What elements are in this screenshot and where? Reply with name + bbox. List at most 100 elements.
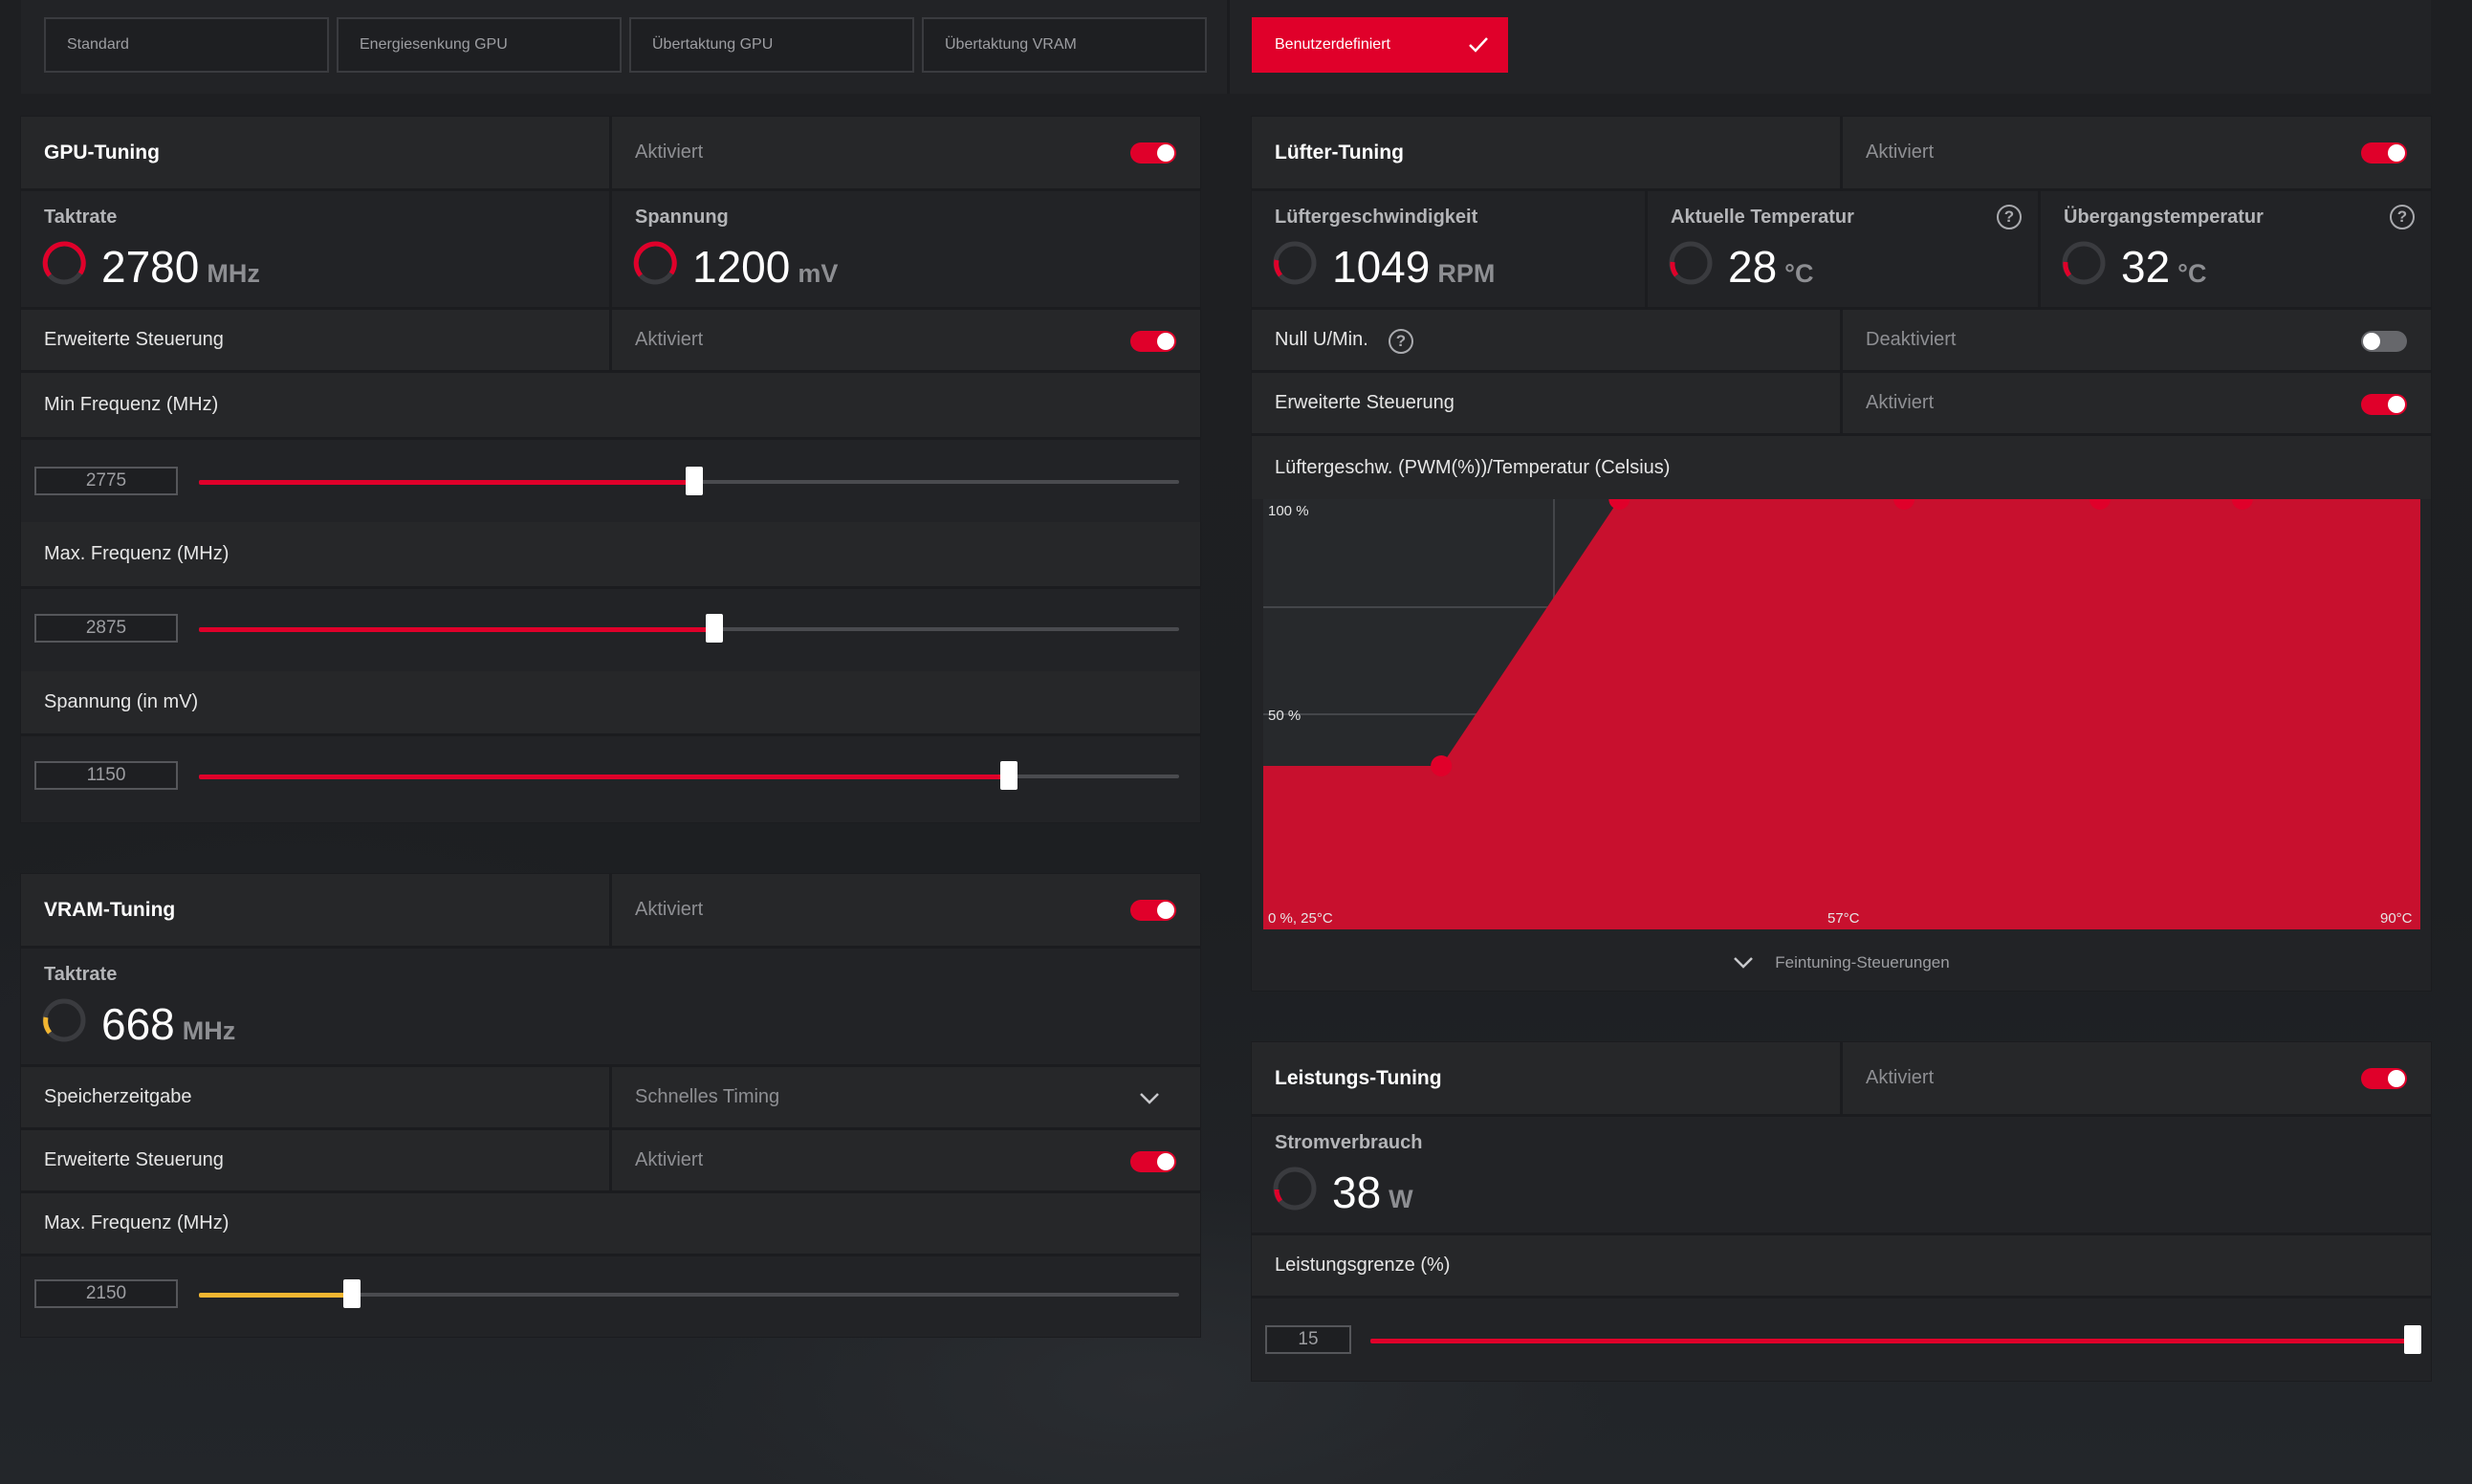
- preset-overclock-gpu[interactable]: Übertaktung GPU: [629, 17, 914, 73]
- vram-tuning-title: VRAM-Tuning: [44, 898, 176, 921]
- curve-point-1[interactable]: [1608, 499, 1630, 510]
- curve-point-3[interactable]: [2089, 499, 2111, 510]
- vram-clock-value: 668 MHz: [101, 999, 236, 1049]
- power-tuning-title: Leistungs-Tuning: [1275, 1066, 1442, 1089]
- fan-tuning-status: Aktiviert: [1840, 117, 2431, 188]
- gpu-voltage-value: 1200 mV: [692, 242, 839, 292]
- power-limit-label: Leistungsgrenze (%): [1275, 1255, 1451, 1276]
- gpu-advanced-toggle[interactable]: [1130, 331, 1176, 352]
- fan-temp-label: Aktuelle Temperatur: [1671, 207, 1854, 228]
- power-tuning-panel: Leistungs-Tuning Aktiviert Stromverbrauc…: [1252, 1042, 2431, 1381]
- gpu-max-freq-label-row: Max. Frequenz (MHz): [21, 522, 1200, 589]
- vram-tuning-status: Aktiviert: [609, 874, 1200, 946]
- gpu-tuning-panel: GPU-Tuning Aktiviert Taktrate 2780 MHz Sp…: [21, 117, 1200, 822]
- fan-zero-rpm-row: Null U/Min. ? Deaktiviert: [1252, 310, 2431, 373]
- power-consumption-value: 38 W: [1332, 1168, 1413, 1217]
- gpu-max-freq-label: Max. Frequenz (MHz): [44, 543, 230, 564]
- fan-curve-title: Lüftergeschw. (PWM(%))/Temperatur (Celsi…: [1275, 456, 1671, 478]
- vram-max-freq-track[interactable]: [199, 1293, 1179, 1297]
- gpu-voltage-label: Spannung: [635, 207, 729, 228]
- gpu-voltage-slider-row: 1150: [21, 736, 1200, 822]
- fan-zero-rpm-label: Null U/Min.: [1275, 329, 1368, 350]
- fan-junction-cell: Übergangstemperatur ? 32 °C: [2038, 191, 2431, 307]
- vram-max-freq-input[interactable]: 2150: [34, 1279, 178, 1308]
- preset-overclock-vram[interactable]: Übertaktung VRAM: [922, 17, 1207, 73]
- gpu-tuning-toggle[interactable]: [1130, 142, 1176, 164]
- power-gauge-icon: [1273, 1167, 1317, 1211]
- preset-power-saving-gpu[interactable]: Energiesenkung GPU: [337, 17, 622, 73]
- gpu-advanced-label: Erweiterte Steuerung: [44, 329, 224, 350]
- gpu-voltage-gauge-icon: [633, 241, 677, 285]
- fan-curve-title-row: Lüftergeschw. (PWM(%))/Temperatur (Celsi…: [1252, 436, 2431, 499]
- vram-max-freq-thumb[interactable]: [342, 1279, 361, 1308]
- vram-max-freq-fill: [199, 1293, 352, 1298]
- fan-zero-rpm-status: Deaktiviert: [1840, 310, 2431, 370]
- fan-tuning-title: Lüfter-Tuning: [1275, 141, 1404, 164]
- gpu-min-freq-fill: [199, 480, 694, 485]
- fan-curve-area: [1263, 499, 2420, 929]
- vram-tuning-toggle[interactable]: [1130, 900, 1176, 921]
- checkmark-icon: [1469, 37, 1488, 53]
- fan-zero-rpm-toggle[interactable]: [2361, 331, 2407, 352]
- vram-tuning-header: VRAM-Tuning Aktiviert: [21, 874, 1200, 949]
- vram-advanced-status: Aktiviert: [609, 1130, 1200, 1190]
- preset-standard[interactable]: Standard: [44, 17, 329, 73]
- fine-tuning-toggle[interactable]: Feintuning-Steuerungen: [1252, 935, 2431, 991]
- gpu-max-freq-thumb[interactable]: [706, 614, 724, 643]
- gpu-min-freq-input[interactable]: 2775: [34, 467, 178, 495]
- fan-tuning-toggle[interactable]: [2361, 142, 2407, 164]
- fan-advanced-status: Aktiviert: [1840, 373, 2431, 433]
- vram-timing-select[interactable]: Schnelles Timing: [609, 1067, 1200, 1127]
- fan-junction-label: Übergangstemperatur: [2064, 207, 2264, 228]
- preset-custom-button[interactable]: Benutzerdefiniert: [1252, 17, 1508, 73]
- chevron-down-icon: [1734, 957, 1754, 969]
- vram-metrics-row: Taktrate 668 MHz: [21, 949, 1200, 1067]
- vram-clock-label: Taktrate: [44, 964, 118, 985]
- help-icon[interactable]: ?: [2390, 205, 2415, 229]
- power-limit-fill: [1370, 1339, 2413, 1343]
- fan-tuning-panel: Lüfter-Tuning Aktiviert Lüftergeschwindi…: [1252, 117, 2431, 991]
- gpu-min-freq-slider-row: 2775: [21, 440, 1200, 522]
- fan-speed-gauge-icon: [1273, 241, 1317, 285]
- fan-curve-chart[interactable]: 100 % 50 % 0 %, 25°C 57°C 90°C: [1263, 499, 2420, 929]
- fan-advanced-row: Erweiterte Steuerung Aktiviert: [1252, 373, 2431, 436]
- power-tuning-toggle[interactable]: [2361, 1068, 2407, 1089]
- curve-point-2[interactable]: [1893, 499, 1915, 510]
- gpu-voltage-slider-label: Spannung (in mV): [44, 691, 199, 712]
- gpu-min-freq-label-row: Min Frequenz (MHz): [21, 373, 1200, 440]
- vram-advanced-label: Erweiterte Steuerung: [44, 1149, 224, 1170]
- curve-point-0[interactable]: [1431, 755, 1453, 776]
- power-limit-thumb[interactable]: [2404, 1325, 2421, 1354]
- fan-speed-value: 1049 RPM: [1332, 242, 1496, 292]
- fan-speed-label: Lüftergeschwindigkeit: [1275, 207, 1478, 228]
- power-limit-input[interactable]: 15: [1265, 1325, 1351, 1354]
- x-tick-90: 90°C: [2380, 910, 2413, 927]
- vram-advanced-toggle[interactable]: [1130, 1151, 1176, 1172]
- gpu-metrics-row: Taktrate 2780 MHz Spannung 1200 mV: [21, 191, 1200, 310]
- preset-custom-label: Benutzerdefiniert: [1275, 36, 1390, 53]
- vram-max-freq-slider-row: 2150: [21, 1256, 1200, 1337]
- vram-timing-label: Speicherzeitgabe: [44, 1086, 192, 1107]
- fan-tuning-header: Lüfter-Tuning Aktiviert: [1252, 117, 2431, 191]
- gpu-max-freq-input[interactable]: 2875: [34, 614, 178, 643]
- help-icon[interactable]: ?: [1997, 205, 2022, 229]
- fan-junction-value: 32 °C: [2121, 242, 2207, 292]
- vram-tuning-panel: VRAM-Tuning Aktiviert Taktrate 668 MHz Sp…: [21, 874, 1200, 1337]
- gpu-tuning-header: GPU-Tuning Aktiviert: [21, 117, 1200, 191]
- vram-advanced-row: Erweiterte Steuerung Aktiviert: [21, 1130, 1200, 1193]
- fan-advanced-toggle[interactable]: [2361, 394, 2407, 415]
- help-icon[interactable]: ?: [1389, 329, 1413, 354]
- gpu-voltage-input[interactable]: 1150: [34, 761, 178, 790]
- y-tick-50: 50 %: [1268, 708, 1301, 724]
- curve-point-4[interactable]: [2231, 499, 2253, 510]
- preset-divider: [1227, 0, 1230, 94]
- vram-max-freq-label-row: Max. Frequenz (MHz): [21, 1193, 1200, 1256]
- power-tuning-status: Aktiviert: [1840, 1042, 2431, 1114]
- gpu-advanced-row: Erweiterte Steuerung Aktiviert: [21, 310, 1200, 373]
- fan-temp-gauge-icon: [1669, 241, 1713, 285]
- chevron-down-icon[interactable]: [1139, 1092, 1160, 1105]
- gpu-clock-gauge-icon: [42, 241, 86, 285]
- gpu-voltage-thumb[interactable]: [999, 761, 1017, 790]
- gpu-min-freq-thumb[interactable]: [685, 467, 703, 495]
- fan-temp-cell: Aktuelle Temperatur ? 28 °C: [1645, 191, 2038, 307]
